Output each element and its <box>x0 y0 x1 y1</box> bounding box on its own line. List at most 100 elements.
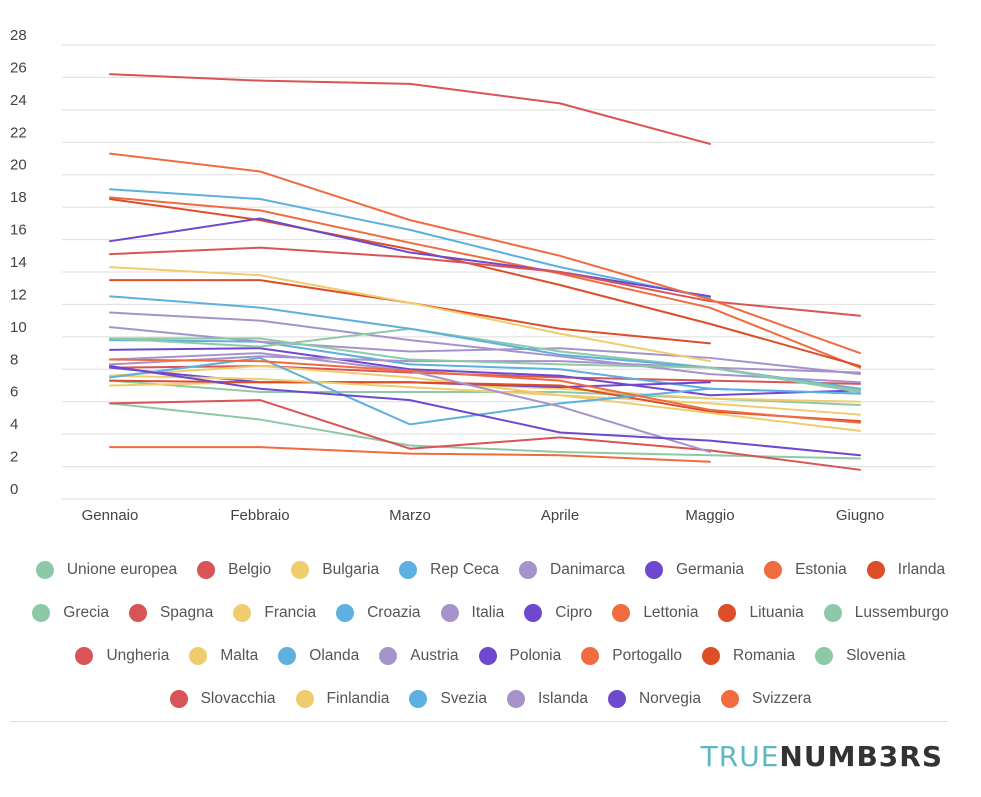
legend-label: Svizzera <box>751 689 812 707</box>
series-line <box>109 266 711 363</box>
legend-label: Islanda <box>537 689 588 707</box>
legend-item: Cipro <box>524 603 593 622</box>
legend-item: Italia <box>440 603 505 622</box>
legend-item: Lettonia <box>612 603 699 622</box>
legend-swatch <box>815 646 834 665</box>
legend-item: Slovacchia <box>169 689 276 708</box>
legend-swatch <box>128 603 147 622</box>
legend-label: Slovacchia <box>200 689 276 707</box>
x-tick-label: Maggio <box>685 507 734 524</box>
legend-swatch <box>35 560 54 579</box>
legend-swatch <box>581 646 600 665</box>
legend-swatch <box>295 689 314 708</box>
legend-row: Slovacchia Finlandia Svezia Islanda Norvegia… <box>0 677 981 720</box>
y-tick-label: 28 <box>10 27 27 44</box>
truenumb3rs-logo: TRUENUMB3RS <box>701 740 943 773</box>
legend-item: Svizzera <box>720 689 812 708</box>
series-line <box>109 198 861 368</box>
legend-item: Portogallo <box>581 646 683 665</box>
series-line <box>109 337 861 392</box>
series-line <box>109 379 861 423</box>
legend: Unione europea Belgio Bulgaria Rep Ceca Dani… <box>0 548 981 720</box>
legend-label: Unione europea <box>66 560 178 578</box>
legend-swatch <box>506 689 525 708</box>
legend-item: Francia <box>233 603 316 622</box>
legend-label: Polonia <box>509 646 562 664</box>
legend-swatch <box>764 560 783 579</box>
legend-swatch <box>197 560 216 579</box>
y-tick-label: 6 <box>10 384 18 401</box>
legend-swatch <box>379 646 398 665</box>
legend-swatch <box>189 646 208 665</box>
legend-label: Portogallo <box>612 646 683 664</box>
legend-label: Norvegia <box>638 689 701 707</box>
legend-item: Spagna <box>128 603 213 622</box>
legend-swatch <box>478 646 497 665</box>
legend-swatch <box>336 603 355 622</box>
series-line <box>109 374 861 432</box>
x-tick-label: Gennaio <box>82 507 139 524</box>
logo-part-numb3rs: NUMB3RS <box>779 740 943 773</box>
series-lines <box>109 73 861 471</box>
legend-item: Danimarca <box>519 560 625 579</box>
legend-label: Lituania <box>749 603 804 621</box>
series-line <box>109 188 711 299</box>
legend-swatch <box>718 603 737 622</box>
legend-label: Svezia <box>440 689 487 707</box>
legend-label: Cipro <box>555 603 593 621</box>
legend-item: Bulgaria <box>291 560 380 579</box>
legend-row: Grecia Spagna Francia Croazia Italia Cipro Let… <box>0 591 981 634</box>
y-tick-label: 20 <box>10 157 27 174</box>
legend-label: Rep Ceca <box>430 560 500 578</box>
legend-swatch <box>291 560 310 579</box>
legend-item: Polonia <box>478 646 562 665</box>
legend-swatch <box>519 560 538 579</box>
legend-label: Austria <box>410 646 459 664</box>
series-line <box>109 365 861 457</box>
legend-label: Italia <box>471 603 505 621</box>
legend-item: Islanda <box>506 689 588 708</box>
legend-item: Norvegia <box>607 689 701 708</box>
legend-swatch <box>233 603 252 622</box>
legend-item: Romania <box>702 646 795 665</box>
logo-part-true: TRUE <box>700 740 780 773</box>
legend-label: Bulgaria <box>322 560 380 578</box>
legend-item: Irlanda <box>866 560 945 579</box>
series-line <box>109 279 711 345</box>
y-tick-label: 8 <box>10 351 18 368</box>
legend-label: Grecia <box>63 603 109 621</box>
legend-item: Svezia <box>409 689 487 708</box>
x-tick-label: Febbraio <box>230 507 289 524</box>
legend-item: Rep Ceca <box>399 560 500 579</box>
legend-item: Ungheria <box>75 646 169 665</box>
series-line <box>109 399 861 471</box>
series-line <box>109 311 861 384</box>
y-tick-label: 10 <box>10 319 27 336</box>
legend-item: Germania <box>645 560 745 579</box>
legend-item: Grecia <box>32 603 109 622</box>
legend-item: Lituania <box>718 603 804 622</box>
series-line <box>109 355 861 374</box>
legend-swatch <box>169 689 188 708</box>
x-tick-label: Aprile <box>541 507 579 524</box>
legend-swatch <box>440 603 459 622</box>
legend-item: Finlandia <box>295 689 389 708</box>
series-line <box>109 246 861 317</box>
series-line <box>109 365 861 416</box>
legend-item: Belgio <box>197 560 271 579</box>
series-line <box>109 196 861 369</box>
series-line <box>109 402 861 460</box>
legend-swatch <box>702 646 721 665</box>
legend-label: Germania <box>676 560 745 578</box>
footer-divider <box>10 721 948 722</box>
legend-swatch <box>278 646 297 665</box>
legend-swatch <box>409 689 428 708</box>
legend-swatch <box>75 646 94 665</box>
legend-label: Lettonia <box>643 603 699 621</box>
legend-swatch <box>720 689 739 708</box>
y-tick-label: 26 <box>10 59 27 76</box>
legend-label: Lussemburgo <box>854 603 949 621</box>
series-line <box>109 217 711 298</box>
